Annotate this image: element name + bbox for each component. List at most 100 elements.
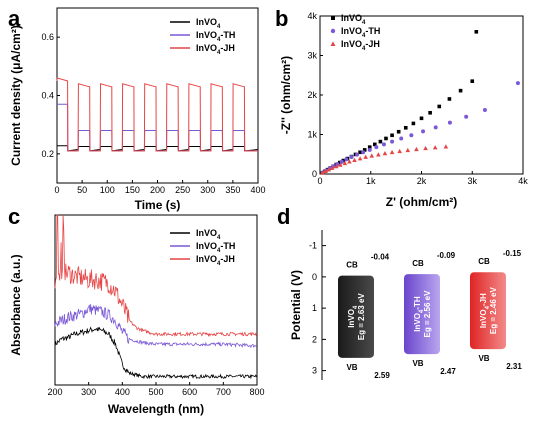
cb-label-InVO4-JH: CB — [478, 257, 490, 266]
x-tick-label-b: 4k — [518, 176, 528, 186]
data-point-b-InVO4-JH — [352, 157, 357, 162]
data-point-b-InVO4 — [474, 30, 479, 34]
data-point-b-InVO4-TH — [482, 108, 487, 113]
data-point-b-InVO4-TH — [390, 139, 395, 144]
data-point-b-InVO4-JH — [347, 159, 352, 164]
cb-value-InVO4: -0.04 — [371, 253, 390, 262]
x-tick-label-c: 300 — [81, 387, 96, 397]
data-point-b-InVO4-JH — [320, 170, 325, 175]
y-tick-label-a: 0.6 — [41, 32, 54, 42]
x-axis-label-a: Time (s) — [135, 198, 181, 212]
legend-marker-b — [330, 28, 336, 34]
legend-label-a: InVO4-TH — [196, 30, 235, 43]
vb-value-InVO4-JH: 2.31 — [506, 362, 522, 371]
data-point-b-InVO4 — [362, 148, 367, 152]
legend-marker-b — [330, 41, 336, 46]
data-point-b-InVO4 — [403, 125, 408, 130]
series-line-c-InVO4-JH — [54, 214, 258, 338]
data-point-b-InVO4 — [458, 88, 463, 93]
series-line-c-InVO4-TH — [54, 304, 258, 349]
y-tick-label-b: 1k — [307, 130, 317, 140]
x-tick-label-c: 200 — [47, 387, 62, 397]
x-tick-label-b: 1k — [366, 176, 376, 186]
y-tick-label-d: 3 — [312, 366, 317, 376]
data-point-b-InVO4 — [447, 97, 452, 101]
panel-letter-b: b — [275, 6, 288, 31]
x-tick-label-b: 2k — [417, 176, 427, 186]
series-line-a-InVO4 — [57, 145, 259, 152]
band-gap-InVO4-TH: Eg = 2.56 eV — [423, 290, 432, 338]
data-point-b-InVO4-JH — [323, 168, 328, 174]
band-gap-InVO4-JH: Eg = 2.46 eV — [489, 287, 498, 335]
data-point-b-InVO4-JH — [389, 149, 395, 155]
data-point-b-InVO4 — [337, 160, 342, 165]
band-box-InVO4-TH — [404, 274, 440, 355]
x-tick-label-c: 500 — [148, 387, 163, 397]
data-point-b-InVO4-TH — [409, 133, 414, 138]
data-point-b-InVO4-JH — [338, 162, 343, 167]
data-point-b-InVO4-JH — [376, 152, 381, 157]
data-point-b-InVO4-TH — [339, 159, 344, 164]
x-tick-label-a: 0 — [54, 185, 59, 195]
x-tick-label-c: 400 — [115, 387, 130, 397]
y-axis-label-d: Potential (V) — [289, 270, 303, 340]
legend-label-a: InVO4-JH — [196, 43, 235, 56]
legend-label-c: InVO4-JH — [196, 254, 235, 267]
data-point-b-InVO4-JH — [357, 156, 363, 161]
legend-label-c: InVO4-TH — [196, 241, 235, 254]
y-tick-label-d: -1 — [309, 241, 317, 251]
data-point-b-InVO4 — [419, 116, 424, 121]
data-point-b-InVO4-JH — [369, 153, 375, 158]
series-line-a-InVO4-TH — [57, 103, 258, 152]
band-box-InVO4-JH — [470, 272, 506, 350]
legend-label-b: InVO4-JH — [341, 39, 380, 52]
x-tick-label-b: 3k — [467, 176, 477, 186]
x-tick-label-c: 800 — [249, 387, 264, 397]
x-axis-label-c: Wavelength (nm) — [108, 402, 204, 416]
panel-letter-d: d — [277, 204, 290, 229]
y-tick-label-d: 2 — [312, 334, 317, 344]
vb-value-InVO4: 2.59 — [374, 371, 390, 380]
data-point-b-InVO4 — [396, 129, 401, 134]
data-point-b-InVO4 — [411, 121, 416, 126]
panel-letter-c: c — [8, 204, 20, 229]
data-point-b-InVO4-JH — [405, 147, 411, 153]
legend-marker-b — [331, 16, 335, 20]
data-point-b-InVO4 — [358, 150, 362, 155]
x-tick-label-a: 350 — [225, 185, 240, 195]
series-line-c-InVO4 — [54, 326, 258, 380]
y-tick-label-d: 1 — [312, 303, 317, 313]
data-point-b-InVO4-JH — [423, 145, 428, 151]
x-tick-label-a: 250 — [175, 185, 190, 195]
x-tick-label-a: 100 — [100, 185, 115, 195]
y-axis-label-c: Absorbance (a.u.) — [9, 254, 23, 355]
x-tick-label-c: 600 — [182, 387, 197, 397]
data-point-b-InVO4-TH — [399, 136, 404, 141]
x-tick-label-a: 150 — [125, 185, 140, 195]
cb-label-InVO4-TH: CB — [412, 259, 424, 268]
legend-label-b: InVO4 — [341, 13, 366, 26]
y-tick-label-d: 0 — [312, 272, 317, 282]
x-tick-label-a: 200 — [150, 185, 165, 195]
data-point-b-InVO4 — [437, 104, 442, 109]
cb-value-InVO4-TH: -0.09 — [437, 251, 456, 260]
x-axis-label-b: Z' (ohm/cm²) — [386, 195, 458, 209]
data-point-b-InVO4-TH — [344, 157, 349, 162]
data-point-b-InVO4-TH — [374, 145, 379, 150]
data-point-b-InVO4-TH — [433, 125, 438, 130]
x-tick-label-a: 400 — [250, 185, 265, 195]
y-axis-label-b: -Z'' (ohm/cm²) — [279, 56, 293, 134]
vb-value-InVO4-TH: 2.47 — [440, 367, 456, 376]
data-point-b-InVO4-TH — [361, 150, 366, 155]
y-tick-label-b: 3k — [307, 51, 317, 61]
data-point-b-InVO4-TH — [349, 155, 354, 160]
data-point-b-InVO4 — [378, 139, 383, 144]
data-point-b-InVO4-JH — [432, 145, 438, 150]
y-tick-label-a: 0.4 — [41, 91, 54, 101]
data-point-b-InVO4-JH — [329, 165, 335, 170]
band-box-InVO4 — [338, 275, 374, 358]
data-point-b-InVO4-TH — [421, 129, 426, 134]
band-text-InVO4-TH: InVO4-TH Eg = 2.56 eV — [413, 290, 432, 338]
vb-label-InVO4-TH: VB — [412, 359, 423, 368]
